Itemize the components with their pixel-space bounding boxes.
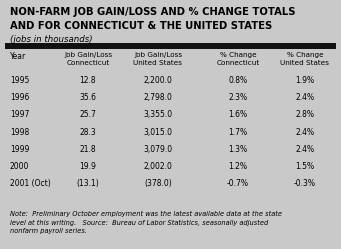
Text: 1996: 1996 <box>10 93 29 102</box>
Text: (378.0): (378.0) <box>144 179 172 188</box>
Text: 1995: 1995 <box>10 76 29 85</box>
Text: 21.8: 21.8 <box>80 145 96 154</box>
Text: 2000: 2000 <box>10 162 29 171</box>
Text: 2.8%: 2.8% <box>296 110 314 120</box>
Text: 2,002.0: 2,002.0 <box>144 162 173 171</box>
Text: 1.5%: 1.5% <box>295 162 314 171</box>
Text: 28.3: 28.3 <box>80 127 97 137</box>
Text: 2.3%: 2.3% <box>228 93 248 102</box>
Text: -0.7%: -0.7% <box>227 179 249 188</box>
Text: 35.6: 35.6 <box>79 93 97 102</box>
Text: 25.7: 25.7 <box>79 110 97 120</box>
Text: Year: Year <box>10 52 26 61</box>
Text: (13.1): (13.1) <box>77 179 99 188</box>
Text: NON-FARM JOB GAIN/LOSS AND % CHANGE TOTALS: NON-FARM JOB GAIN/LOSS AND % CHANGE TOTA… <box>10 7 296 17</box>
Text: -0.3%: -0.3% <box>294 179 316 188</box>
Text: Note:  Preliminary October employment was the latest available data at the state: Note: Preliminary October employment was… <box>10 211 282 234</box>
Text: AND FOR CONNECTICUT & THE UNITED STATES: AND FOR CONNECTICUT & THE UNITED STATES <box>10 21 272 31</box>
Text: 1.3%: 1.3% <box>228 145 248 154</box>
Text: Job Gain/Loss
United States: Job Gain/Loss United States <box>133 52 182 65</box>
Text: 1997: 1997 <box>10 110 29 120</box>
Text: 1999: 1999 <box>10 145 29 154</box>
Text: 2,798.0: 2,798.0 <box>144 93 173 102</box>
Text: 2.4%: 2.4% <box>295 127 314 137</box>
Text: 2.4%: 2.4% <box>295 93 314 102</box>
Text: (jobs in thousands): (jobs in thousands) <box>10 35 93 44</box>
Text: 3,079.0: 3,079.0 <box>144 145 173 154</box>
Text: % Change
United States: % Change United States <box>281 52 329 65</box>
Text: 2.4%: 2.4% <box>295 145 314 154</box>
Text: 0.8%: 0.8% <box>228 76 248 85</box>
Text: 12.8: 12.8 <box>80 76 96 85</box>
Text: 1.6%: 1.6% <box>228 110 248 120</box>
Text: Job Gain/Loss
Connecticut: Job Gain/Loss Connecticut <box>64 52 112 65</box>
Text: 2001 (Oct): 2001 (Oct) <box>10 179 51 188</box>
Text: 1998: 1998 <box>10 127 29 137</box>
Text: % Change
Connecticut: % Change Connecticut <box>217 52 260 65</box>
Text: 1.2%: 1.2% <box>228 162 248 171</box>
Text: 2,200.0: 2,200.0 <box>144 76 173 85</box>
Text: 19.9: 19.9 <box>79 162 97 171</box>
Text: 3,015.0: 3,015.0 <box>144 127 173 137</box>
Text: 1.7%: 1.7% <box>228 127 248 137</box>
Bar <box>5 44 336 49</box>
Text: 1.9%: 1.9% <box>295 76 314 85</box>
Text: 3,355.0: 3,355.0 <box>144 110 173 120</box>
